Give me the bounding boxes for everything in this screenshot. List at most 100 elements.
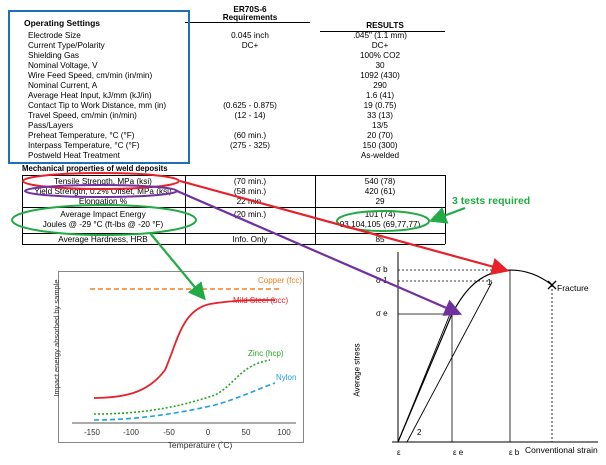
- tests-required-note: 3 tests required: [452, 195, 531, 207]
- row-result: DC+: [371, 41, 389, 50]
- stress-strain-graphics: [392, 252, 598, 443]
- row-result: 150 (300): [362, 141, 398, 150]
- table-highlights: [11, 172, 430, 236]
- row-result: As-welded: [360, 151, 400, 160]
- impact-tick-label: -150: [83, 428, 100, 437]
- header-rule: [185, 22, 310, 23]
- impact-highlight-ellipse: [11, 204, 197, 236]
- zinc-curve: [93, 359, 271, 415]
- row-result: 420 (61): [364, 187, 396, 196]
- row-requirement: (60 min.): [233, 131, 267, 140]
- mech-table-rule: [315, 175, 316, 244]
- row-result: 93,104,105 (69,77,77): [339, 220, 421, 229]
- row-label: Average Hardness, HRB: [58, 235, 148, 244]
- row-label: Pass/Layers: [28, 121, 74, 130]
- header-rule: [320, 31, 445, 32]
- row-result: 19 (0.75): [363, 101, 397, 110]
- annotation-arrows: [149, 179, 510, 316]
- point-2-label: 2: [417, 428, 422, 437]
- mech-table-rule: [185, 175, 186, 244]
- mech-table-rule: [22, 175, 445, 176]
- mech-table-rule: [22, 207, 445, 208]
- row-label: Average Heat Input, kJ/mm (kJ/in): [28, 91, 152, 100]
- fracture-x-icon: [547, 280, 557, 290]
- mech-properties-title: Mechanical properties of weld deposits: [22, 164, 168, 173]
- operating-settings-highlight-box: [8, 10, 190, 164]
- eps-b-label: ε b: [509, 448, 520, 457]
- tensile-arrow: [179, 179, 510, 276]
- impact-tick-label: 0: [205, 428, 211, 437]
- row-requirement: (275 - 325): [229, 141, 271, 150]
- tests-arrow: [428, 206, 466, 224]
- row-label: Travel Speed, cm/min (in/min): [28, 111, 137, 120]
- row-requirement: (58 min.): [233, 187, 267, 196]
- mech-table-rule: [22, 244, 445, 245]
- nylon-label: Nylon: [276, 373, 297, 382]
- row-label: Shielding Gas: [28, 51, 79, 60]
- row-label: Yield Strength, 0.2% Offset, MPa (ksi): [34, 187, 172, 196]
- row-requirement: 22 min.: [236, 197, 264, 206]
- row-label: Nominal Voltage, V: [28, 61, 98, 70]
- eps-e-label: ε e: [453, 448, 464, 457]
- row-requirement: (0.625 - 0.875): [223, 101, 277, 110]
- mild-steel-curve: [93, 299, 276, 399]
- row-label: Preheat Temperature, °C (°F): [28, 131, 135, 140]
- row-result: 29: [375, 197, 385, 206]
- row-result: 1092 (430): [360, 71, 400, 80]
- zinc-label: Zinc (hcp): [248, 349, 284, 358]
- impact-arrow: [149, 232, 206, 301]
- mech-table-rule: [22, 175, 23, 244]
- row-label: Tensile Strength, MPa (ksi): [54, 177, 152, 186]
- row-label: Nominal Current, A: [28, 81, 98, 90]
- row-requirement: DC+: [241, 41, 259, 50]
- row-result: 20 (70): [367, 131, 393, 140]
- row-label: Average Impact Energy: [60, 210, 146, 219]
- elastic-line: [397, 313, 451, 443]
- row-label: Contact Tip to Work Distance, mm (in): [28, 101, 167, 110]
- strain-axis-label: Conventional strain: [525, 445, 598, 455]
- sigma-e-label: σ e: [376, 309, 388, 318]
- point-1-label: 1: [487, 278, 492, 287]
- row-label: Current Type/Polarity: [28, 41, 105, 50]
- impact-tick-label: -100: [122, 428, 139, 437]
- requirements-header-line1: ER70S-6: [233, 5, 267, 14]
- yield-highlight-ellipse: [24, 184, 178, 198]
- sigma-b-label: σ b: [376, 265, 388, 274]
- tensile-highlight-ellipse: [22, 172, 180, 190]
- row-label: Joules @ -29 °C (ft-lbs @ -20 °F): [42, 220, 164, 229]
- row-result: 85: [375, 235, 385, 244]
- row-label: Postweld Heat Treatment: [28, 151, 120, 160]
- row-result: 30: [375, 61, 385, 70]
- row-result: 290: [373, 81, 387, 90]
- row-label: Elongation %: [78, 197, 128, 206]
- eps-0-label: ε: [397, 448, 401, 457]
- row-result: 101 (74): [364, 210, 396, 219]
- nylon-curve: [93, 382, 276, 421]
- impact-tick-label: 50: [241, 428, 251, 437]
- row-requirement: (12 - 14): [234, 111, 266, 120]
- row-label: Electrode Size: [28, 31, 81, 40]
- row-requirement: (20 min.): [233, 210, 267, 219]
- operating-settings-header: Operating Settings: [24, 18, 101, 28]
- row-requirement: (70 min.): [233, 177, 267, 186]
- fracture-label: Fracture: [557, 283, 589, 293]
- row-label: Interpass Temperature, °C (°F): [28, 141, 140, 150]
- results-header: RESULTS: [366, 21, 404, 30]
- copper-label: Copper (fcc): [258, 276, 303, 285]
- row-result: 33 (13): [367, 111, 393, 120]
- offset-line: [406, 281, 493, 443]
- requirements-header-line2: Requirements: [222, 13, 278, 22]
- impact-tick-label: -50: [163, 428, 175, 437]
- row-result: 540 (78): [364, 177, 396, 186]
- mech-table-rule: [22, 233, 445, 234]
- impact-tick-label: 100: [277, 428, 291, 437]
- row-label: Wire Feed Speed, cm/min (in/min): [28, 71, 153, 80]
- row-requirement: Info. Only: [232, 235, 268, 244]
- yield-arrow: [176, 189, 463, 316]
- impact-curves: [72, 288, 296, 424]
- row-requirement: 0.045 inch: [231, 31, 269, 40]
- row-result: 1.6 (41): [365, 91, 395, 100]
- row-result: .045" (1.1 mm): [353, 31, 407, 40]
- row-result: 100% CO2: [359, 51, 401, 60]
